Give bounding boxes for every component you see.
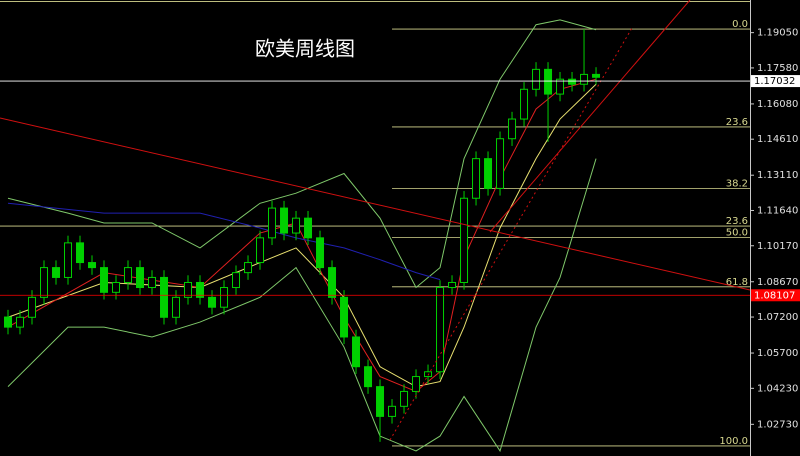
candle-body xyxy=(412,376,421,392)
y-tick-label: 1.07200 xyxy=(757,312,798,323)
candle-body xyxy=(292,217,301,234)
fib-label: 23.6 xyxy=(726,117,748,128)
candle-body xyxy=(172,296,181,318)
candle-body xyxy=(148,276,157,289)
y-tick-label: 1.04230 xyxy=(757,383,798,394)
candle-body xyxy=(340,296,349,338)
candle-body xyxy=(460,197,469,283)
y-tick-label: 1.11640 xyxy=(757,205,798,216)
indicator-line xyxy=(7,83,597,388)
candle-body xyxy=(496,138,505,189)
indicator-line xyxy=(7,78,597,393)
candle-body xyxy=(184,281,193,298)
candle-body xyxy=(484,158,493,189)
candle-body xyxy=(196,281,205,298)
candle-body xyxy=(76,242,85,264)
candle-body xyxy=(28,296,37,318)
candle-body xyxy=(364,366,373,388)
candle-body xyxy=(316,237,325,269)
indicator-line xyxy=(7,158,597,453)
candle-body xyxy=(100,267,109,293)
candle-body xyxy=(304,217,313,239)
candle-body xyxy=(328,267,337,298)
candle-body xyxy=(532,68,541,90)
price-label: 1.08107 xyxy=(754,290,795,301)
price-box xyxy=(751,75,800,88)
candle-body xyxy=(508,118,517,140)
candle-body xyxy=(136,267,145,289)
candle-body xyxy=(556,78,565,95)
candle-body xyxy=(568,78,577,85)
trend-line xyxy=(0,117,751,291)
candle-body xyxy=(124,267,133,283)
candle-body xyxy=(64,242,73,278)
candle-body xyxy=(220,287,229,308)
candle-body xyxy=(160,276,169,318)
candle-body xyxy=(256,237,265,264)
y-tick-label: 1.14610 xyxy=(757,134,798,145)
candle-body xyxy=(352,336,361,368)
candle-body xyxy=(4,316,13,328)
y-tick-label: 1.05700 xyxy=(757,348,798,359)
candle-body xyxy=(244,262,253,274)
candle-body xyxy=(592,73,601,78)
fib-label: 100.0 xyxy=(719,436,748,447)
candle-body xyxy=(376,386,385,417)
candle-body xyxy=(448,281,457,289)
price-label: 1.17032 xyxy=(754,76,795,87)
fib-label: 61.8 xyxy=(726,277,748,288)
candle-body xyxy=(112,281,121,293)
trend-line xyxy=(489,0,691,233)
candle-body xyxy=(52,267,61,278)
y-tick-label: 1.02730 xyxy=(757,419,798,430)
candle-body xyxy=(580,73,589,85)
fib-label: 23.6 xyxy=(726,216,748,227)
candle-body xyxy=(16,316,25,328)
fib-label: 0.0 xyxy=(732,19,748,30)
candle-body xyxy=(400,390,409,407)
y-tick-label: 1.13110 xyxy=(757,170,798,181)
candle-body xyxy=(436,287,445,373)
candle-body xyxy=(40,267,49,298)
y-tick-label: 1.19050 xyxy=(757,28,798,39)
fib-label: 50.0 xyxy=(726,228,748,239)
chart-title: 欧美周线图 xyxy=(255,37,355,61)
y-tick-label: 1.08670 xyxy=(757,277,798,288)
candle-body xyxy=(268,207,277,239)
y-tick-label: 1.10170 xyxy=(757,241,798,252)
price-box xyxy=(751,289,800,302)
fib-label: 38.2 xyxy=(726,0,748,2)
candle-body xyxy=(472,158,481,199)
candle-body xyxy=(388,405,397,417)
indicator-line xyxy=(7,19,597,289)
y-tick-label: 1.16080 xyxy=(757,99,798,110)
candle-body xyxy=(280,207,289,234)
fib-label: 38.2 xyxy=(726,178,748,189)
candle-body xyxy=(232,272,241,289)
candle-body xyxy=(88,262,97,269)
candle-body xyxy=(544,68,553,95)
candle-body xyxy=(424,371,433,378)
candle-body xyxy=(520,88,529,120)
y-tick-label: 1.17580 xyxy=(757,63,798,74)
candle-body xyxy=(208,296,217,308)
